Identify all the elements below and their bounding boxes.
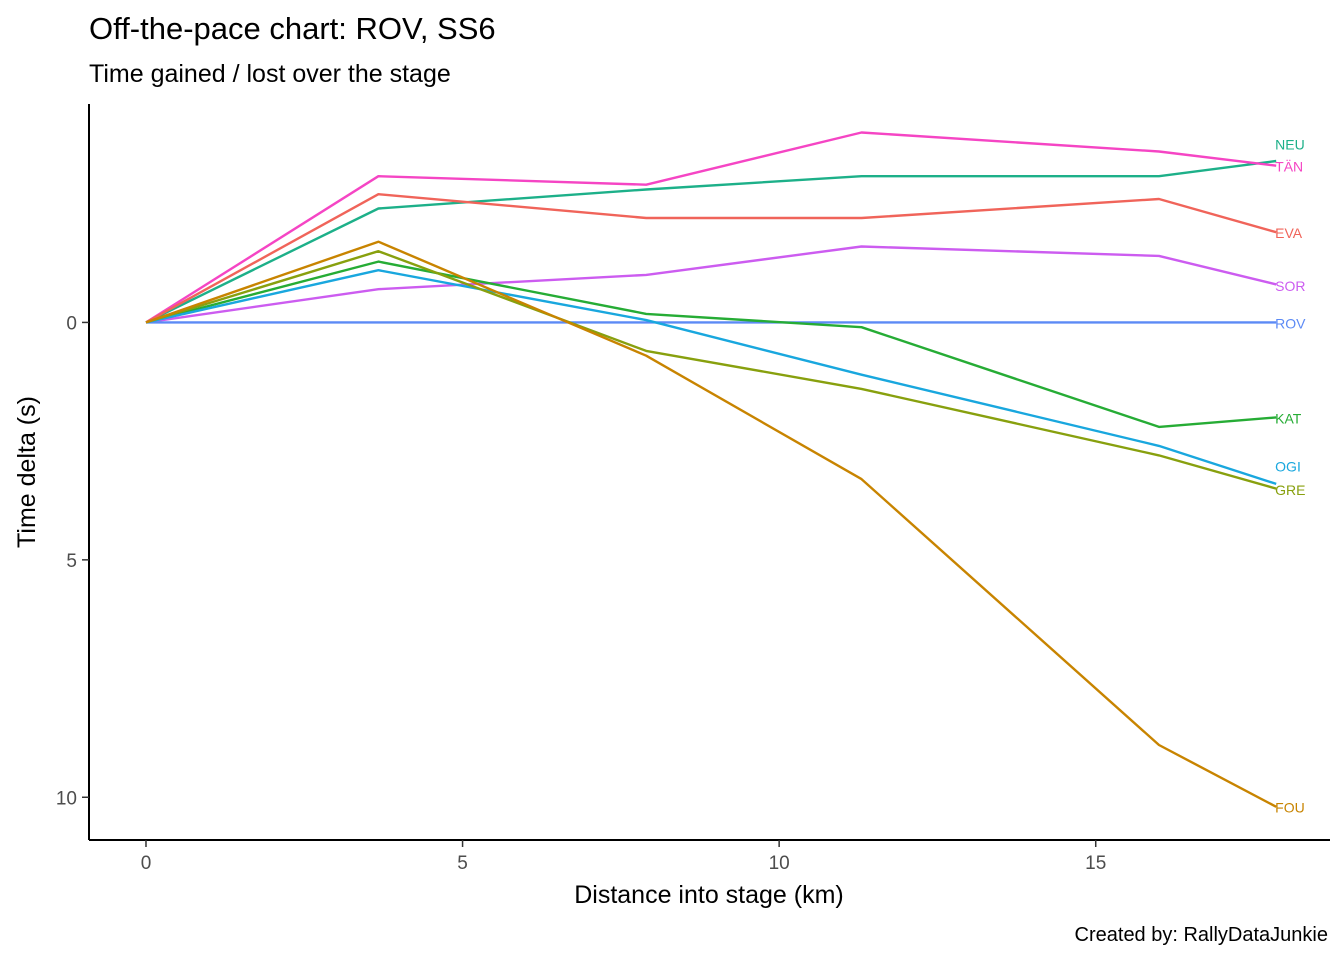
end-label-fou: FOU <box>1275 800 1305 816</box>
x-tick-label: 15 <box>1085 853 1106 874</box>
end-label-sor: SOR <box>1275 278 1305 294</box>
end-label-gre: GRE <box>1275 482 1305 498</box>
end-label-neu: NEU <box>1275 136 1305 152</box>
end-label-rov: ROV <box>1275 315 1306 331</box>
series-lines <box>145 131 1277 808</box>
series-line-kat <box>145 260 1277 429</box>
series-line-fou <box>145 240 1277 808</box>
series-line-eva <box>145 192 1277 324</box>
end-label-tän: TÄN <box>1275 159 1303 175</box>
x-tick-label: 5 <box>457 853 468 874</box>
x-axis-title: Distance into stage (km) <box>574 881 844 909</box>
y-axis-ticks: 0 5 10 <box>56 313 89 809</box>
y-tick-label: 5 <box>66 551 77 572</box>
y-tick-label: 0 <box>66 313 77 334</box>
chart-caption: Created by: RallyDataJunkie <box>1075 924 1328 946</box>
y-tick-label: 10 <box>56 788 77 809</box>
series-line-gre <box>145 249 1277 490</box>
series-end-labels: NEU TÄN EVA SOR ROV KAT OGI GRE FOU <box>1275 136 1306 815</box>
x-tick-label: 0 <box>141 853 152 874</box>
end-label-ogi: OGI <box>1275 458 1301 474</box>
series-line-neu <box>145 159 1277 324</box>
chart-title: Off-the-pace chart: ROV, SS6 <box>89 11 496 46</box>
y-axis-title: Time delta (s) <box>13 396 41 548</box>
series-line-ogi <box>145 269 1277 486</box>
x-axis-ticks: 0 5 10 15 <box>141 840 1106 874</box>
series-line-sor <box>145 245 1277 324</box>
series-line-tän <box>145 131 1277 324</box>
chart-subtitle: Time gained / lost over the stage <box>89 60 451 88</box>
x-tick-label: 10 <box>769 853 790 874</box>
end-label-kat: KAT <box>1275 410 1302 426</box>
end-label-eva: EVA <box>1275 225 1303 241</box>
